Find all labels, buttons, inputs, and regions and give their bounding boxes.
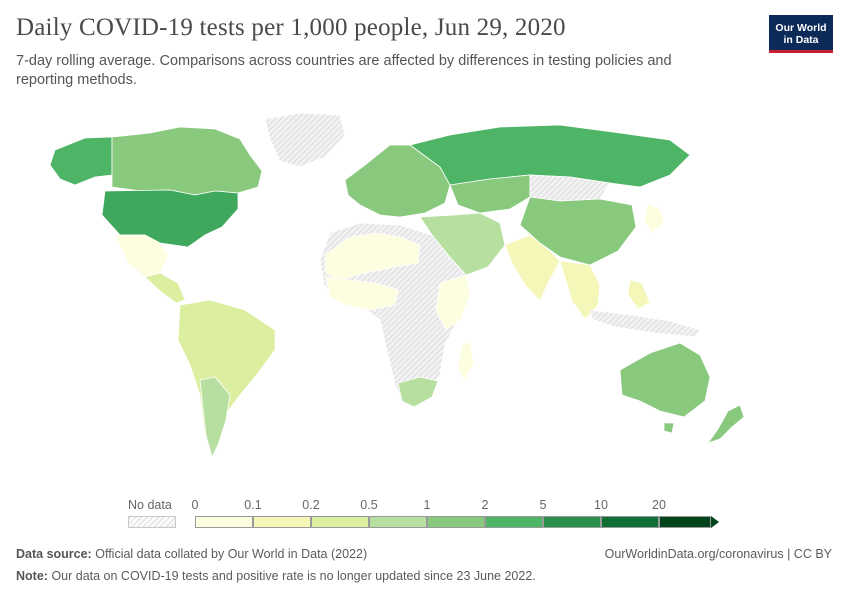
legend-bin[interactable]	[659, 516, 711, 528]
region-mexico[interactable]	[114, 234, 169, 278]
color-legend: No data 0 0.1 0.2 0.5 1 2 5 10 20	[120, 495, 740, 535]
legend-bin[interactable]	[369, 516, 427, 528]
legend-bin[interactable]	[253, 516, 311, 528]
region-east-africa[interactable]	[435, 274, 471, 331]
region-tasmania[interactable]	[663, 422, 675, 434]
region-alaska[interactable]	[49, 136, 113, 186]
region-central-asia[interactable]	[449, 174, 531, 214]
legend-tick-label: 0.5	[360, 498, 378, 512]
legend-tick-label: 0.2	[302, 498, 320, 512]
region-west-africa[interactable]	[325, 276, 399, 311]
legend-bin[interactable]	[195, 516, 253, 528]
region-philippines[interactable]	[627, 279, 651, 310]
region-new-zealand[interactable]	[706, 404, 745, 444]
region-europe[interactable]	[344, 144, 451, 218]
legend-tick-label: 2	[481, 498, 489, 512]
legend-bin[interactable]	[485, 516, 543, 528]
legend-bin[interactable]	[601, 516, 659, 528]
region-china[interactable]	[519, 196, 637, 266]
legend-tick-label: 5	[539, 498, 547, 512]
legend-bin[interactable]	[427, 516, 485, 528]
region-central-america[interactable]	[144, 272, 186, 304]
region-japan[interactable]	[643, 202, 665, 234]
owid-logo[interactable]: Our World in Data	[769, 15, 833, 53]
legend-no-data-label: No data	[128, 498, 172, 512]
legend-tick-label: 0	[191, 498, 199, 512]
legend-arrow	[711, 516, 719, 528]
chart-title: Daily COVID-19 tests per 1,000 people, J…	[16, 14, 566, 41]
footer-note: Note: Our data on COVID-19 tests and pos…	[16, 569, 536, 583]
chart-subtitle: 7-day rolling average. Comparisons acros…	[16, 53, 672, 88]
region-australia[interactable]	[619, 342, 711, 418]
legend-tick-label: 1	[423, 498, 431, 512]
legend-tick-label: 20	[652, 498, 666, 512]
legend-tick-label: 10	[594, 498, 608, 512]
region-south-africa[interactable]	[397, 376, 439, 408]
logo-line-2: in Data	[783, 34, 819, 46]
legend-no-data-swatch	[128, 516, 176, 528]
footer-source: Data source: Official data collated by O…	[16, 547, 367, 561]
footer-url-link[interactable]: OurWorldinData.org/coronavirus | CC BY	[604, 547, 832, 561]
legend-bin[interactable]	[543, 516, 601, 528]
legend-bin[interactable]	[311, 516, 369, 528]
region-canada[interactable]	[111, 126, 263, 196]
region-indonesia[interactable]	[589, 309, 701, 338]
footer-source-label: Data source:	[16, 547, 92, 561]
footer-note-text: Our data on COVID-19 tests and positive …	[51, 569, 536, 583]
region-madagascar[interactable]	[457, 340, 475, 382]
footer-note-label: Note:	[16, 569, 48, 583]
logo-line-1: Our World	[775, 22, 827, 34]
region-india[interactable]	[504, 234, 561, 302]
footer-source-text[interactable]: Official data collated by Our World in D…	[95, 547, 368, 561]
region-greenland[interactable]	[264, 112, 346, 168]
region-southern-cone[interactable]	[199, 376, 231, 459]
world-map[interactable]	[0, 105, 850, 485]
region-north-africa[interactable]	[324, 232, 421, 281]
region-south-america[interactable]	[177, 299, 276, 457]
legend-tick-label: 0.1	[244, 498, 262, 512]
